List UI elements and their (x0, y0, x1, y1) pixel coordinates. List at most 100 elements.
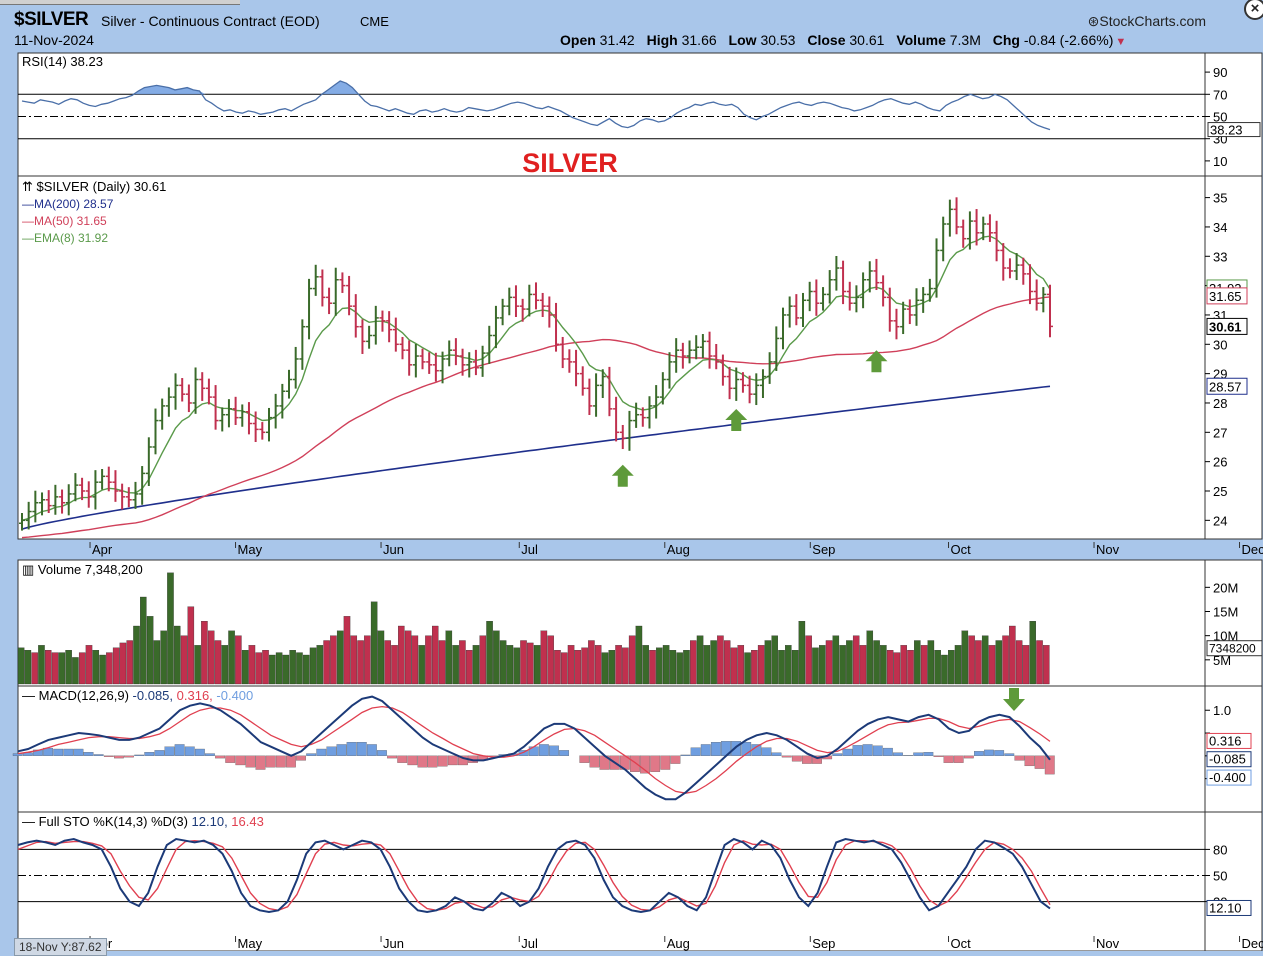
volume-bar (167, 573, 173, 684)
volume-bar (208, 631, 214, 684)
macd-histogram-bar (448, 756, 458, 765)
volume-bar (45, 650, 51, 684)
volume-bar (907, 650, 913, 684)
macd-histogram-bar (580, 756, 590, 763)
close-icon[interactable]: × (1244, 0, 1263, 20)
volume-bar (894, 653, 900, 684)
volume-bar (276, 653, 282, 684)
volume-tick-label: 15M (1213, 605, 1238, 620)
volume-bar (181, 636, 187, 684)
macd-histogram-bar (1015, 756, 1025, 761)
volume-bar (901, 645, 907, 684)
price-tick-label: 35 (1213, 191, 1227, 206)
volume-bar (86, 645, 92, 684)
macd-histogram-bar (94, 754, 104, 755)
volume-bar (262, 650, 268, 684)
brand-logo: ⊛StockCharts.com (1088, 13, 1206, 30)
volume-bar (595, 645, 601, 684)
volume-bar (256, 653, 262, 684)
sto-legend: — Full STO %K(14,3) %D(3) 12.10, 16.43 (22, 814, 264, 829)
symbol-title: $SILVER (14, 9, 88, 31)
macd-histogram-bar (266, 756, 276, 767)
sto-legend-k: 12.10, (192, 814, 232, 829)
macd-histogram-bar (701, 744, 711, 755)
volume-bar (493, 631, 499, 684)
macd-histogram-bar (337, 744, 347, 755)
volume-bar (201, 621, 207, 684)
volume-bar (106, 653, 112, 684)
macd-histogram-bar (124, 756, 134, 757)
volume-bar (419, 645, 425, 684)
volume-bar (860, 645, 866, 684)
volume-bar (72, 657, 78, 684)
macd-histogram-bar (843, 749, 853, 756)
macd-histogram-bar (984, 750, 994, 756)
sto-last-label: 12.10 (1209, 900, 1242, 915)
macd-histogram-bar (114, 756, 124, 758)
volume-value: 7.3M (950, 32, 981, 48)
volume-bar (324, 641, 330, 685)
exchange-label: CME (360, 14, 389, 29)
status-readout: 18-Nov Y:87.62 (14, 938, 107, 956)
macd-histogram-bar (84, 752, 94, 756)
volume-bar (466, 650, 472, 684)
volume-bar (385, 641, 391, 685)
sto-tick-label: 50 (1213, 869, 1227, 884)
volume-bar (303, 655, 309, 684)
month-axis-top-label: Nov (1096, 542, 1120, 557)
volume-bar (52, 653, 58, 684)
volume-bar (113, 648, 119, 684)
month-axis-bottom-label: Dec (1242, 936, 1263, 951)
macd-histogram-bar (863, 744, 873, 755)
open-value: 31.42 (600, 32, 635, 48)
macd-histogram-bar (13, 754, 23, 756)
volume-bar (744, 653, 750, 684)
macd-histogram-bar (1025, 756, 1035, 766)
month-axis-bottom-label: Jun (383, 936, 404, 951)
chart-annotation-title: SILVER (522, 148, 618, 178)
volume-bar (921, 645, 927, 684)
volume-bar (717, 636, 723, 684)
macd-histogram-bar (236, 756, 246, 765)
macd-histogram-bar (327, 747, 337, 756)
macd-histogram-bar (853, 745, 863, 755)
volume-bar (622, 648, 628, 684)
month-axis-bottom-label: May (238, 936, 263, 951)
volume-bar (133, 626, 139, 684)
macd-right-label: -0.085 (1209, 752, 1246, 767)
panel-price (18, 176, 1205, 539)
month-axis-bottom-label: Aug (667, 936, 690, 951)
volume-bar (914, 641, 920, 685)
macd-histogram-bar (539, 744, 549, 755)
volume-bar (778, 650, 784, 684)
volume-bar (405, 631, 411, 684)
volume-bar (459, 641, 465, 685)
macd-legend-macd: -0.085, (133, 688, 177, 703)
macd-histogram-bar (650, 756, 660, 772)
macd-histogram-bar (630, 756, 640, 772)
volume-bar (738, 645, 744, 684)
volume-bar (948, 650, 954, 684)
volume-bar (751, 650, 757, 684)
rsi-tick-label: 90 (1213, 65, 1227, 80)
volume-bar (242, 650, 248, 684)
macd-histogram-bar (974, 751, 984, 756)
rsi-legend: RSI(14) 38.23 (22, 54, 103, 69)
macd-histogram-bar (377, 750, 387, 755)
volume-last-label: 7348200 (1209, 642, 1256, 656)
volume-bar (806, 636, 812, 684)
macd-histogram-bar (185, 747, 195, 756)
macd-histogram-bar (1005, 754, 1015, 756)
volume-bar (1030, 621, 1036, 684)
volume-bar (371, 602, 377, 684)
volume-bar (32, 653, 38, 684)
macd-legend-hist: -0.400 (216, 688, 253, 703)
macd-histogram-bar (772, 753, 782, 756)
macd-histogram-bar (53, 749, 63, 756)
month-axis-top-label: Sep (812, 542, 835, 557)
volume-bar (582, 648, 588, 684)
volume-bar (772, 636, 778, 684)
price-right-label: 31.65 (1209, 289, 1242, 304)
macd-histogram-bar (387, 756, 397, 758)
macd-histogram-bar (590, 756, 600, 767)
